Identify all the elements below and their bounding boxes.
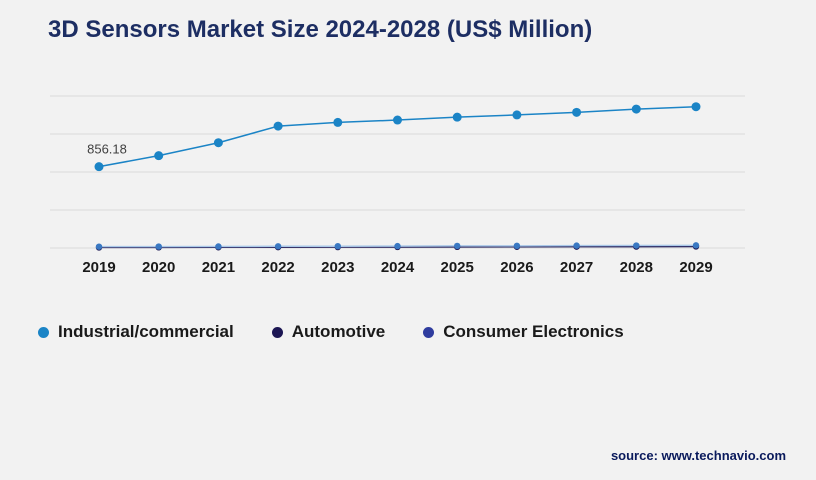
legend-dot-icon <box>423 326 435 338</box>
data-point <box>394 242 401 250</box>
data-point <box>691 102 701 112</box>
legend-item-industrial: Industrial/commercial <box>38 322 234 342</box>
market-size-chart: 2019 2020 2021 2022 2023 2024 2025 2026 2027 2028… <box>50 95 745 276</box>
legend-label: Automotive <box>291 322 386 341</box>
x-axis-label: 2028 <box>620 259 653 276</box>
data-point <box>512 110 522 120</box>
data-point <box>95 243 103 250</box>
data-point <box>155 243 162 250</box>
legend-item-automotive: Automotive <box>271 322 386 342</box>
legend-item-consumer-electronics: Consumer Electronics <box>423 322 624 342</box>
data-point <box>333 117 343 127</box>
data-point <box>513 242 521 250</box>
legend-label: Industrial/commercial <box>58 322 234 341</box>
x-axis-label: 2020 <box>142 259 175 276</box>
data-point <box>274 243 282 250</box>
x-axis-label: 2027 <box>560 259 593 276</box>
x-axis-label: 2024 <box>381 259 415 276</box>
data-point <box>572 107 582 117</box>
data-point <box>154 151 164 161</box>
legend-label: Consumer Electronics <box>443 322 624 341</box>
x-axis-label: 2029 <box>679 259 712 276</box>
x-axis-label: 2019 <box>82 259 115 276</box>
x-axis-label: 2023 <box>321 259 354 276</box>
data-point <box>631 104 641 114</box>
chart-title: 3D Sensors Market Size 2024-2028 (US$ Mi… <box>48 16 593 43</box>
data-point <box>633 242 640 249</box>
legend-dot-icon <box>271 326 283 338</box>
chart-legend: Industrial/commercial Automotive Consume… <box>38 322 624 342</box>
point-annotation: 856.18 <box>87 142 127 157</box>
data-point <box>215 243 222 250</box>
data-point <box>334 242 341 250</box>
data-point <box>94 162 104 172</box>
x-axis-label: 2022 <box>261 259 294 276</box>
data-point <box>393 115 402 125</box>
data-point <box>273 121 283 131</box>
data-point <box>573 242 580 249</box>
data-point <box>452 112 462 122</box>
x-axis-label: 2026 <box>500 259 533 276</box>
x-axis-label: 2025 <box>441 259 474 276</box>
legend-dot-icon <box>38 326 49 338</box>
x-axis-label: 2021 <box>202 259 235 276</box>
data-point <box>213 138 223 148</box>
source-attribution: source: www.technavio.com <box>610 448 786 463</box>
data-point <box>454 242 461 250</box>
data-point <box>692 242 700 249</box>
